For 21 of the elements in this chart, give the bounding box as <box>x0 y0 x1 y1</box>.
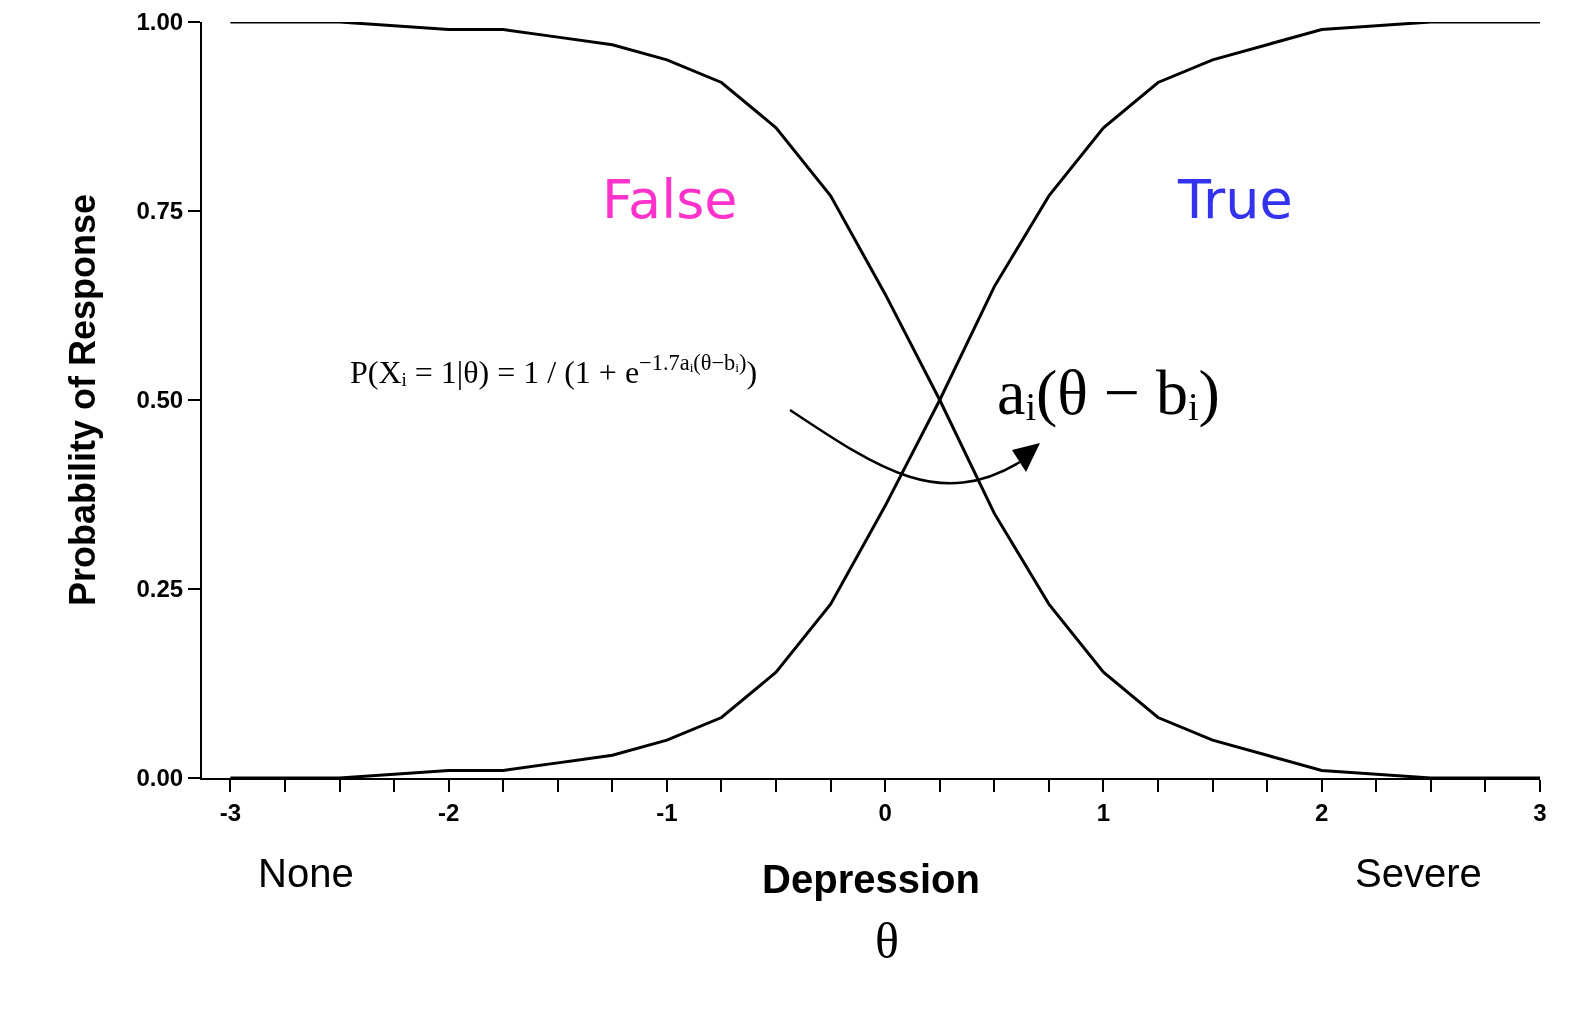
x-tick-label: 2 <box>1315 798 1329 826</box>
x-tick-label: -2 <box>437 798 460 826</box>
text: θ <box>875 913 899 969</box>
text: Severe <box>1355 851 1482 895</box>
x-tick-label: -3 <box>219 798 242 826</box>
annotation: False <box>602 168 738 231</box>
y-tick-label: 0.00 <box>136 764 184 792</box>
x-tick-label: 3 <box>1533 798 1547 826</box>
annotation: P(Xᵢ = 1|θ) = 1 / (1 + e$^{−1.7aᵢ(θ−bᵢ)}$) <box>350 350 758 391</box>
y-tick-label: 1.00 <box>136 8 184 36</box>
annotation: aᵢ(θ − bᵢ) <box>997 357 1220 428</box>
x-tick-label: 0 <box>878 798 892 826</box>
y-tick-label: 0.50 <box>136 386 184 414</box>
text: None <box>258 851 354 895</box>
x-tick-label: 1 <box>1096 798 1111 826</box>
annotation: True <box>1177 168 1293 231</box>
x-tick-label: -1 <box>656 798 678 826</box>
y-tick-label: 0.25 <box>136 575 184 603</box>
y-tick-label: 0.75 <box>136 197 184 225</box>
x-axis-title: Depression <box>762 856 980 901</box>
y-axis-title: Probability of Response <box>61 193 103 607</box>
